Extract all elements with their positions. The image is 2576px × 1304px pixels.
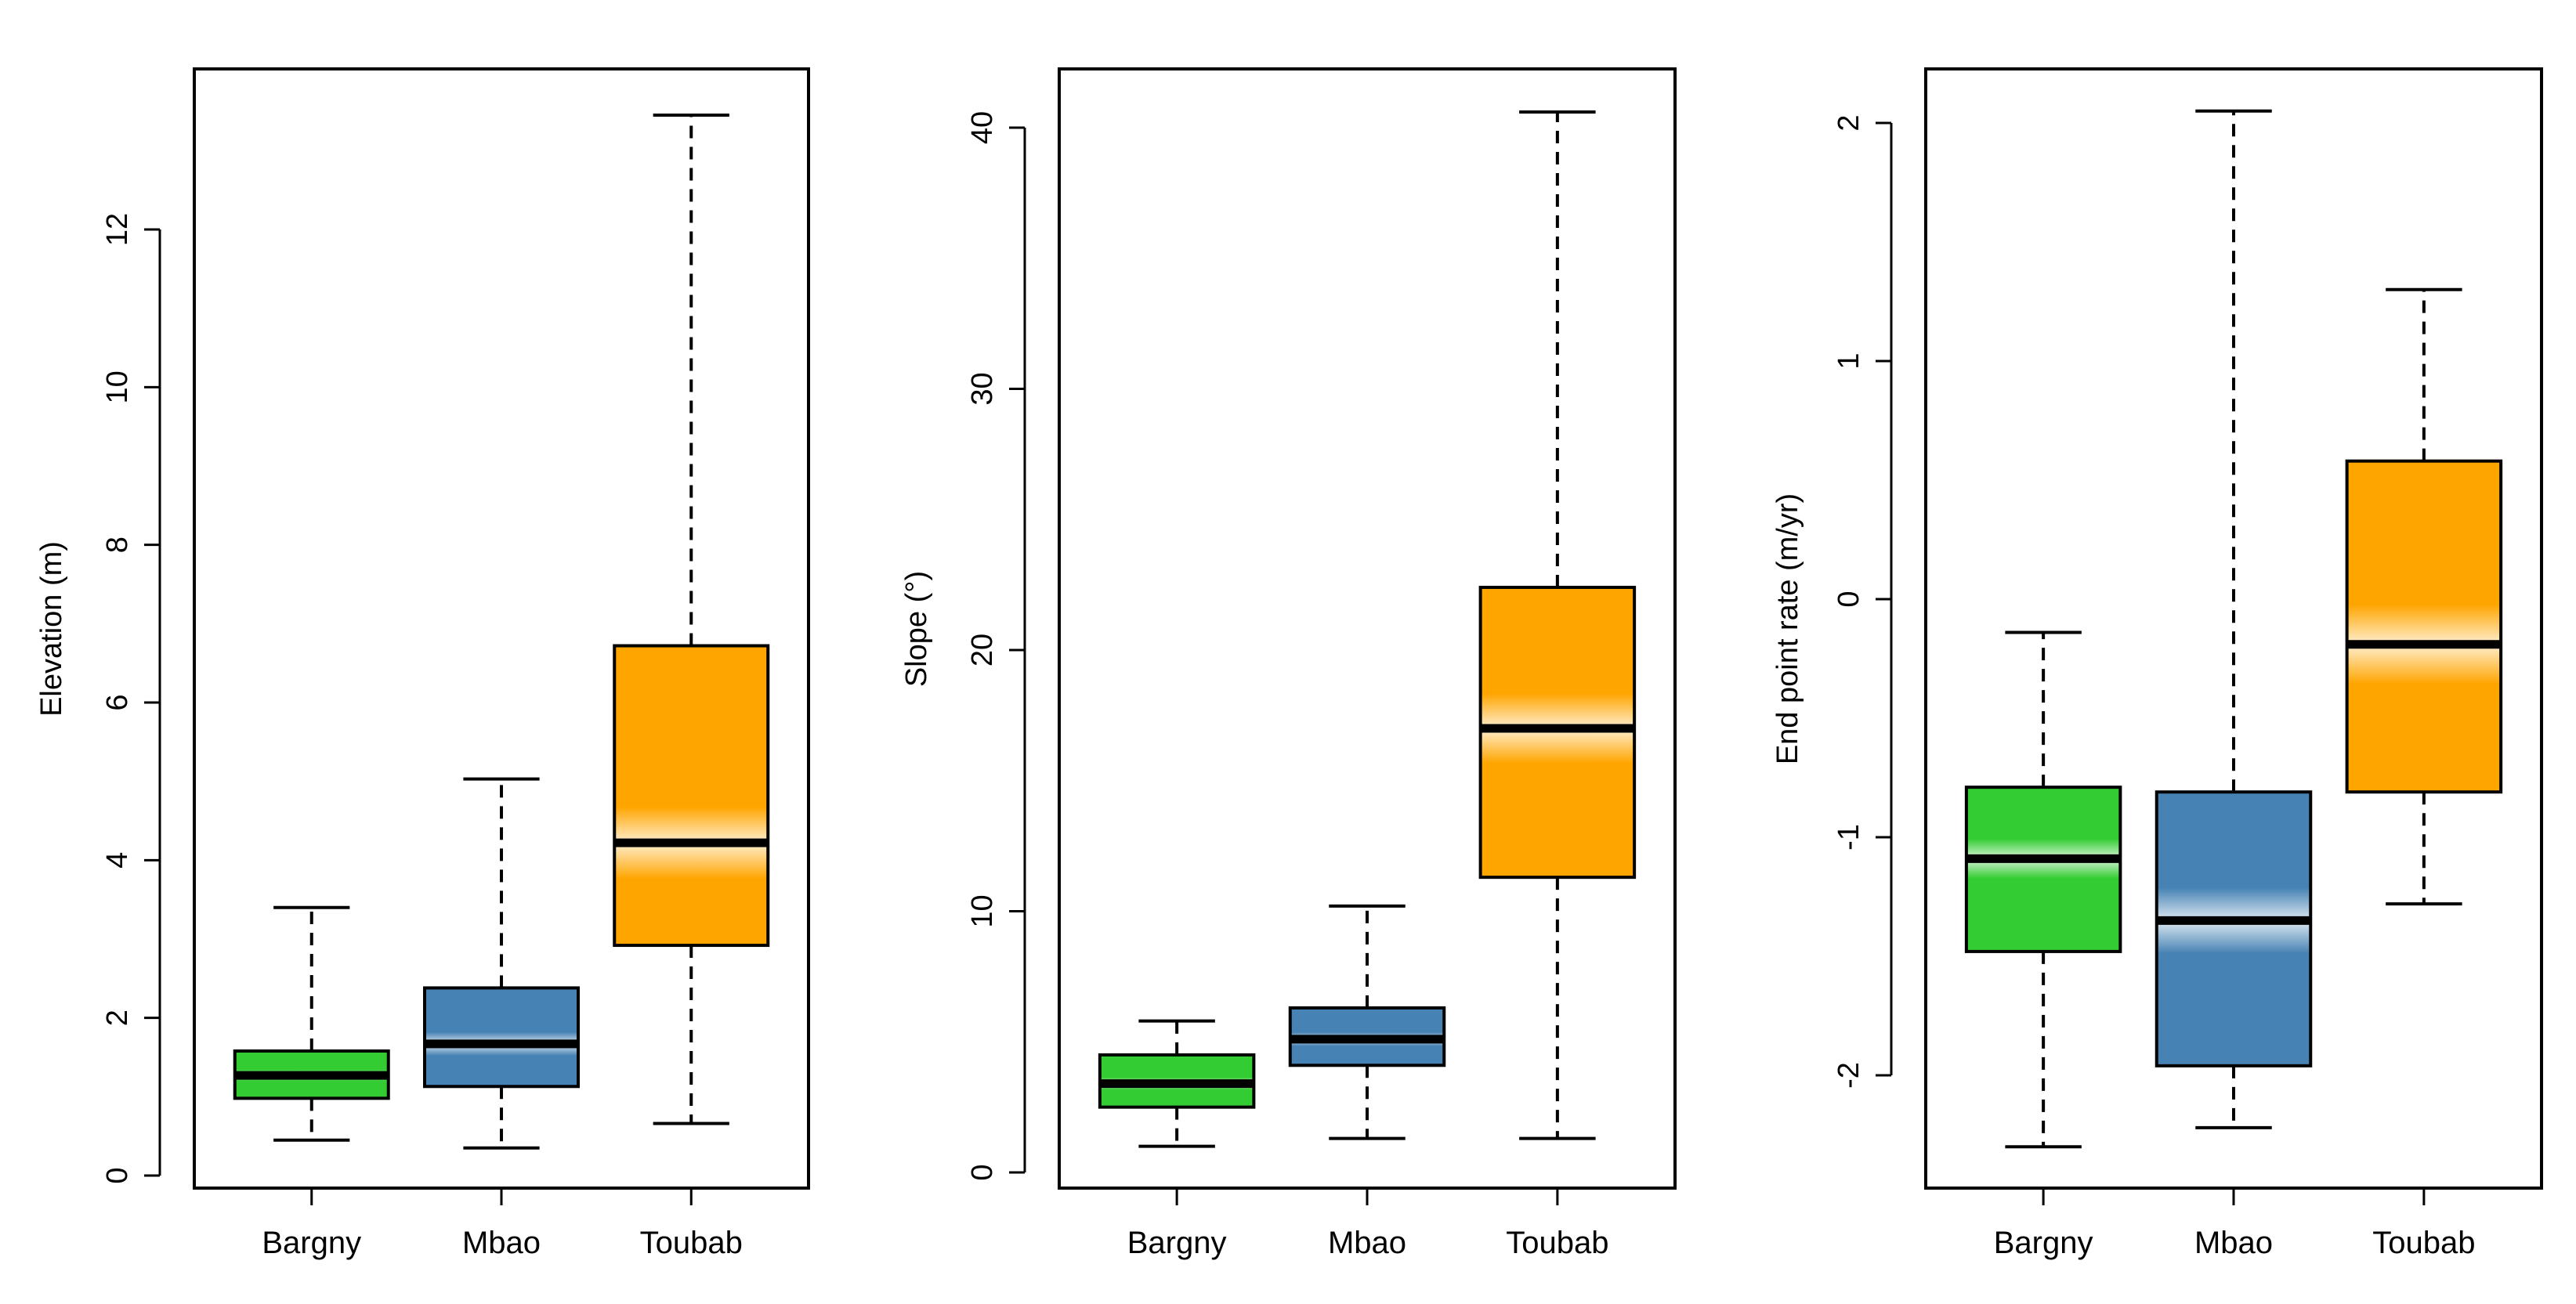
- y-tick-label: 20: [966, 634, 999, 666]
- chart-panel-1: 0 2 4 6 8 10 12 Elevation (m) Bargny Mbao Toubab: [35, 67, 810, 1260]
- x-tick-label: Mbao: [2194, 1226, 2273, 1260]
- y-axis-label: Slope (°): [900, 571, 933, 687]
- iqr-box: [2345, 459, 2503, 794]
- y-tick-label: 6: [101, 694, 134, 710]
- y-tick-label: -2: [1833, 1062, 1865, 1089]
- box-mbao: [2155, 109, 2313, 1129]
- plot-frame: [1924, 67, 2543, 1190]
- y-tick-label: 2: [101, 1010, 134, 1026]
- iqr-box: [2155, 790, 2313, 1067]
- plot-frame: [193, 67, 810, 1190]
- x-tick-label: Bargny: [1127, 1226, 1227, 1260]
- y-axis-label: End point rate (m/yr): [1771, 493, 1804, 764]
- y-tick-label: 1: [1833, 352, 1865, 369]
- y-tick-label: 8: [101, 536, 134, 553]
- y-tick-label: 30: [966, 372, 999, 405]
- chart-panel-3: -2 -1 0 1 2 End point rate (m/yr) Bargny Mbao To…: [1771, 67, 2543, 1260]
- y-tick-label: 4: [101, 852, 134, 869]
- x-tick-label: Bargny: [262, 1226, 361, 1260]
- box-toubab: [2345, 287, 2503, 906]
- y-tick-label: 0: [966, 1164, 999, 1180]
- y-tick-label: 10: [101, 370, 134, 403]
- y-tick-label: 40: [966, 111, 999, 144]
- box-toubab: [1478, 110, 1637, 1140]
- x-tick-label: Bargny: [1994, 1226, 2093, 1260]
- box-bargny: [1098, 1019, 1256, 1148]
- y-tick-label: 10: [966, 894, 999, 927]
- x-tick-label: Toubab: [1506, 1226, 1608, 1260]
- box-bargny: [233, 905, 390, 1142]
- x-tick-label: Toubab: [2372, 1226, 2475, 1260]
- y-tick-label: 0: [1833, 591, 1865, 607]
- x-tick-label: Toubab: [640, 1226, 743, 1260]
- box-toubab: [613, 114, 770, 1125]
- plot-frame: [1058, 67, 1677, 1190]
- y-tick-label: 12: [101, 213, 134, 246]
- iqr-box: [613, 644, 770, 948]
- chart-panel-2: 0 10 20 30 40 Slope (°) Bargny Mbao Toubab: [900, 67, 1677, 1260]
- y-tick-label: -1: [1833, 824, 1865, 851]
- y-tick-label: 2: [1833, 114, 1865, 131]
- box-mbao: [423, 777, 580, 1150]
- iqr-box: [423, 986, 580, 1089]
- iqr-box: [1964, 786, 2122, 953]
- y-axis-label: Elevation (m): [35, 541, 68, 717]
- x-tick-label: Mbao: [462, 1226, 541, 1260]
- box-bargny: [1964, 630, 2122, 1149]
- box-mbao: [1288, 904, 1446, 1140]
- y-tick-label: 0: [101, 1167, 134, 1183]
- x-tick-label: Mbao: [1328, 1226, 1406, 1260]
